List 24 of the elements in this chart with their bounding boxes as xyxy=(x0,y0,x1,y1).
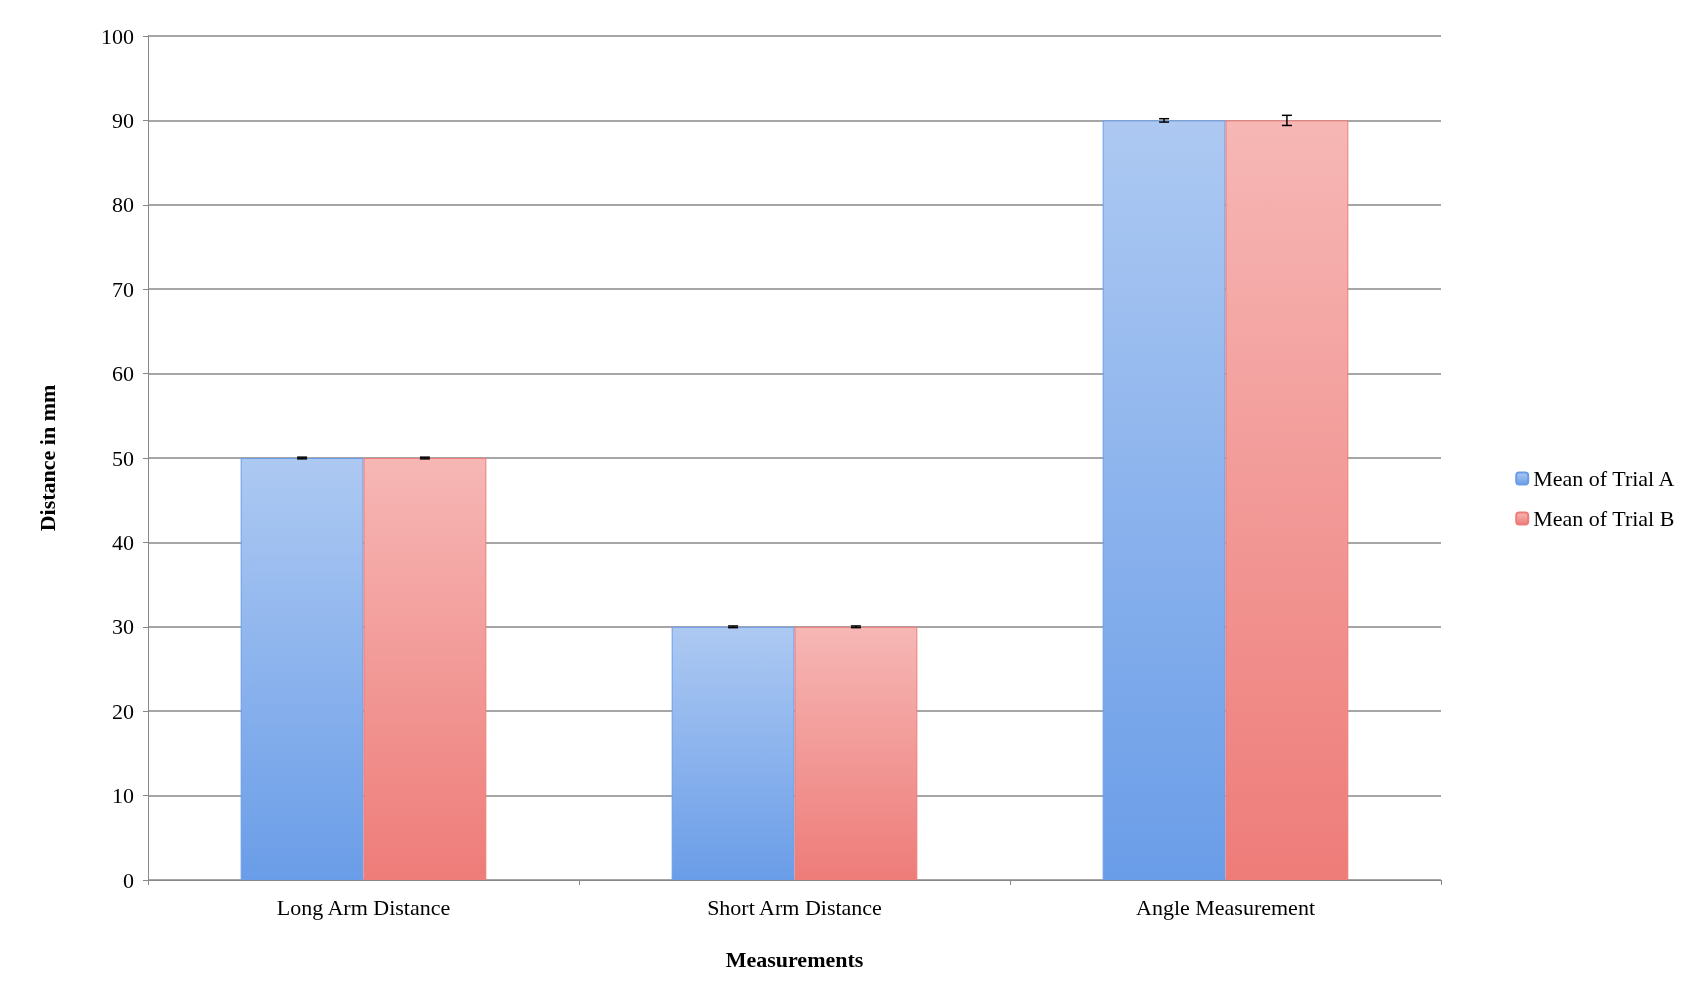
y-tick-label: 0 xyxy=(123,867,134,893)
bar xyxy=(363,458,487,880)
y-tick-label: 30 xyxy=(112,614,134,640)
y-tick-label: 60 xyxy=(112,361,134,387)
y-tick-label: 80 xyxy=(112,192,134,218)
bar xyxy=(240,458,364,880)
legend-label: Mean of Trial B xyxy=(1533,506,1675,531)
x-axis-title: Measurements xyxy=(725,946,864,972)
y-tick-label: 20 xyxy=(112,698,134,724)
y-tick-label: 90 xyxy=(112,107,134,133)
x-tick-label: Short Arm Distance xyxy=(707,894,882,920)
legend-label: Mean of Trial A xyxy=(1533,466,1675,491)
bar xyxy=(794,626,918,880)
y-tick-label: 50 xyxy=(112,445,134,471)
bar xyxy=(671,626,795,880)
y-tick-label: 70 xyxy=(112,276,134,302)
x-tick-label: Long Arm Distance xyxy=(276,894,451,920)
y-tick-label: 10 xyxy=(112,783,134,809)
y-tick-label: 40 xyxy=(112,529,134,555)
bar xyxy=(1225,120,1349,880)
y-tick-label: 100 xyxy=(101,23,134,49)
bar xyxy=(1102,120,1226,880)
y-axis-title: Distance in mm xyxy=(34,384,60,532)
x-tick-label: Angle Measurement xyxy=(1136,894,1315,920)
